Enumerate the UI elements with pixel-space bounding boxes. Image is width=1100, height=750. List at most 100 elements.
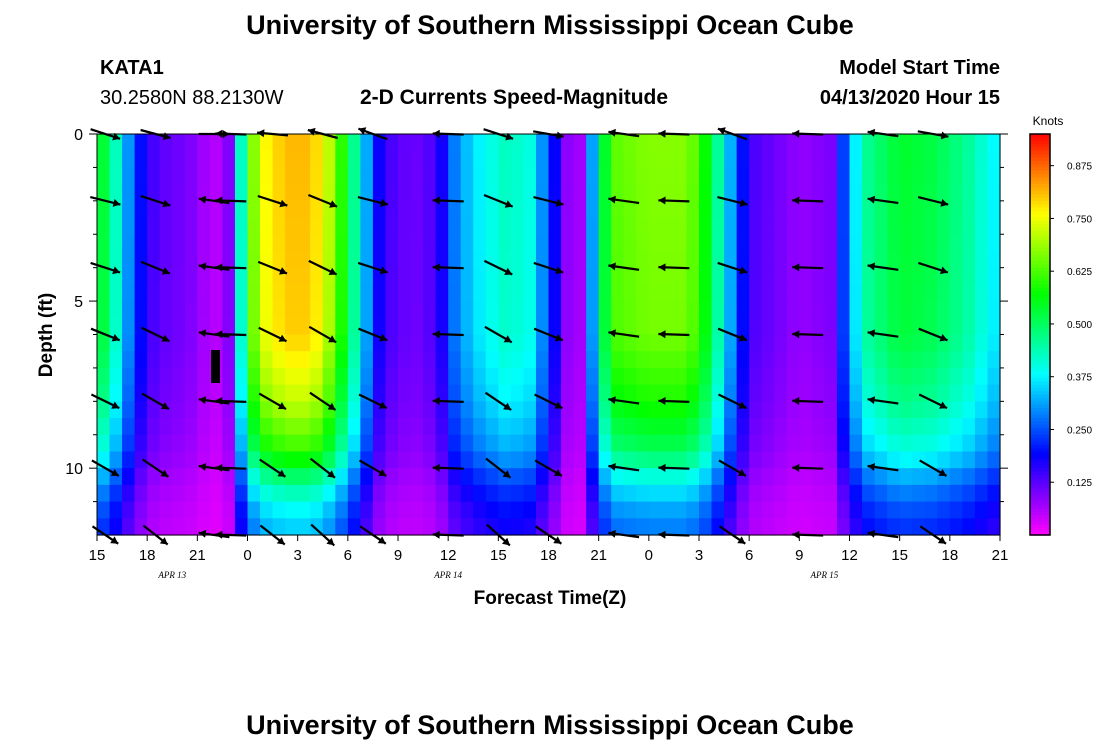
date-label: APR 13: [157, 570, 186, 580]
heatmap-cell: [661, 134, 675, 152]
heatmap-cell: [699, 501, 713, 519]
heatmap-cell: [987, 167, 1001, 185]
heatmap-cell: [448, 468, 462, 486]
heatmap-cell: [460, 217, 474, 235]
heatmap-cell: [962, 484, 976, 503]
heatmap-cell: [761, 367, 775, 386]
heatmap-cell: [498, 501, 512, 519]
heatmap-cell: [786, 518, 800, 536]
heatmap-cell: [636, 501, 650, 519]
heatmap-cell: [899, 384, 913, 402]
heatmap-cell: [435, 484, 449, 503]
heatmap-cell: [385, 150, 399, 169]
heatmap-cell: [172, 267, 186, 285]
heatmap-cell: [109, 367, 123, 386]
heatmap-cell: [372, 434, 387, 453]
heatmap-cell: [836, 501, 851, 519]
heatmap-cell: [335, 351, 349, 369]
data-gap-marker: [211, 350, 220, 383]
heatmap-cell: [272, 501, 286, 519]
heatmap-cell: [924, 418, 938, 436]
heatmap-cell: [285, 384, 299, 402]
heatmap-cell: [912, 401, 926, 419]
heatmap-cell: [811, 451, 826, 469]
heatmap-cell: [360, 434, 374, 453]
colorbar-swatch: [1030, 174, 1050, 179]
heatmap-cell: [310, 317, 324, 336]
heatmap-cell: [285, 434, 299, 453]
heatmap-cell: [485, 217, 499, 235]
heatmap-cell: [786, 150, 800, 169]
heatmap-cell: [799, 334, 813, 352]
current-vector: [258, 326, 287, 343]
heatmap-cell: [548, 501, 562, 519]
heatmap-cell: [297, 367, 311, 386]
colorbar-swatch: [1030, 294, 1050, 299]
heatmap-cell: [862, 501, 876, 519]
heatmap-cell: [535, 150, 550, 169]
heatmap-cell: [347, 134, 361, 152]
heatmap-cell: [510, 134, 525, 152]
heatmap-cell: [260, 150, 274, 169]
heatmap-cell: [535, 518, 550, 536]
heatmap-cell: [523, 484, 537, 503]
colorbar-swatch: [1030, 491, 1050, 496]
heatmap-cell: [836, 217, 851, 235]
heatmap-cell: [510, 518, 525, 536]
heatmap-cell: [586, 367, 600, 386]
heatmap-cell: [385, 518, 399, 536]
heatmap-cell: [937, 451, 951, 469]
heatmap-cell: [561, 317, 575, 336]
heatmap-cell: [360, 518, 374, 536]
heatmap-cell: [974, 317, 989, 336]
heatmap-cell: [874, 284, 888, 302]
heatmap-cell: [987, 234, 1001, 252]
x-tick-label: 9: [394, 547, 402, 564]
heatmap-cell: [561, 134, 575, 152]
colorbar-swatch: [1030, 374, 1050, 379]
heatmap-cell: [335, 434, 349, 453]
heatmap-cell: [924, 301, 938, 319]
heatmap-cell: [159, 468, 173, 486]
heatmap-cell: [937, 434, 951, 453]
x-tick-label: 21: [992, 547, 1009, 564]
heatmap-cell: [548, 317, 562, 336]
heatmap-cell: [573, 418, 587, 436]
heatmap-cell: [974, 468, 989, 486]
heatmap-cell: [172, 150, 186, 169]
heatmap-cell: [949, 418, 963, 436]
heatmap-cell: [159, 184, 173, 202]
heatmap-cell: [661, 150, 675, 169]
heatmap-cell: [222, 451, 236, 469]
heatmap-cell: [548, 434, 562, 453]
heatmap-cell: [573, 200, 587, 219]
heatmap-cell: [686, 418, 700, 436]
heatmap-cell: [134, 317, 148, 336]
heatmap-cell: [247, 334, 261, 352]
heatmap-cell: [673, 267, 688, 285]
colorbar-swatch: [1030, 431, 1050, 436]
heatmap-cell: [661, 418, 675, 436]
heatmap-cell: [799, 234, 813, 252]
heatmap-cell: [912, 334, 926, 352]
heatmap-cell: [811, 134, 826, 152]
heatmap-cell: [623, 217, 637, 235]
heatmap-cell: [385, 217, 399, 235]
heatmap-cell: [97, 367, 111, 386]
heatmap-cell: [749, 267, 763, 285]
heatmap-cell: [949, 284, 963, 302]
heatmap-cell: [849, 267, 863, 285]
heatmap-cell: [811, 200, 826, 219]
heatmap-cell: [448, 134, 462, 152]
current-vector: [90, 327, 121, 342]
heatmap-cell: [523, 184, 537, 202]
heatmap-cell: [147, 250, 161, 269]
heatmap-cell: [510, 234, 525, 252]
heatmap-cell: [974, 234, 989, 252]
current-vector: [215, 196, 247, 205]
heatmap-cell: [974, 451, 989, 469]
current-vector: [658, 463, 690, 472]
heatmap-cell: [899, 468, 913, 486]
heatmap-cell: [811, 301, 826, 319]
heatmap-cell: [510, 434, 525, 453]
